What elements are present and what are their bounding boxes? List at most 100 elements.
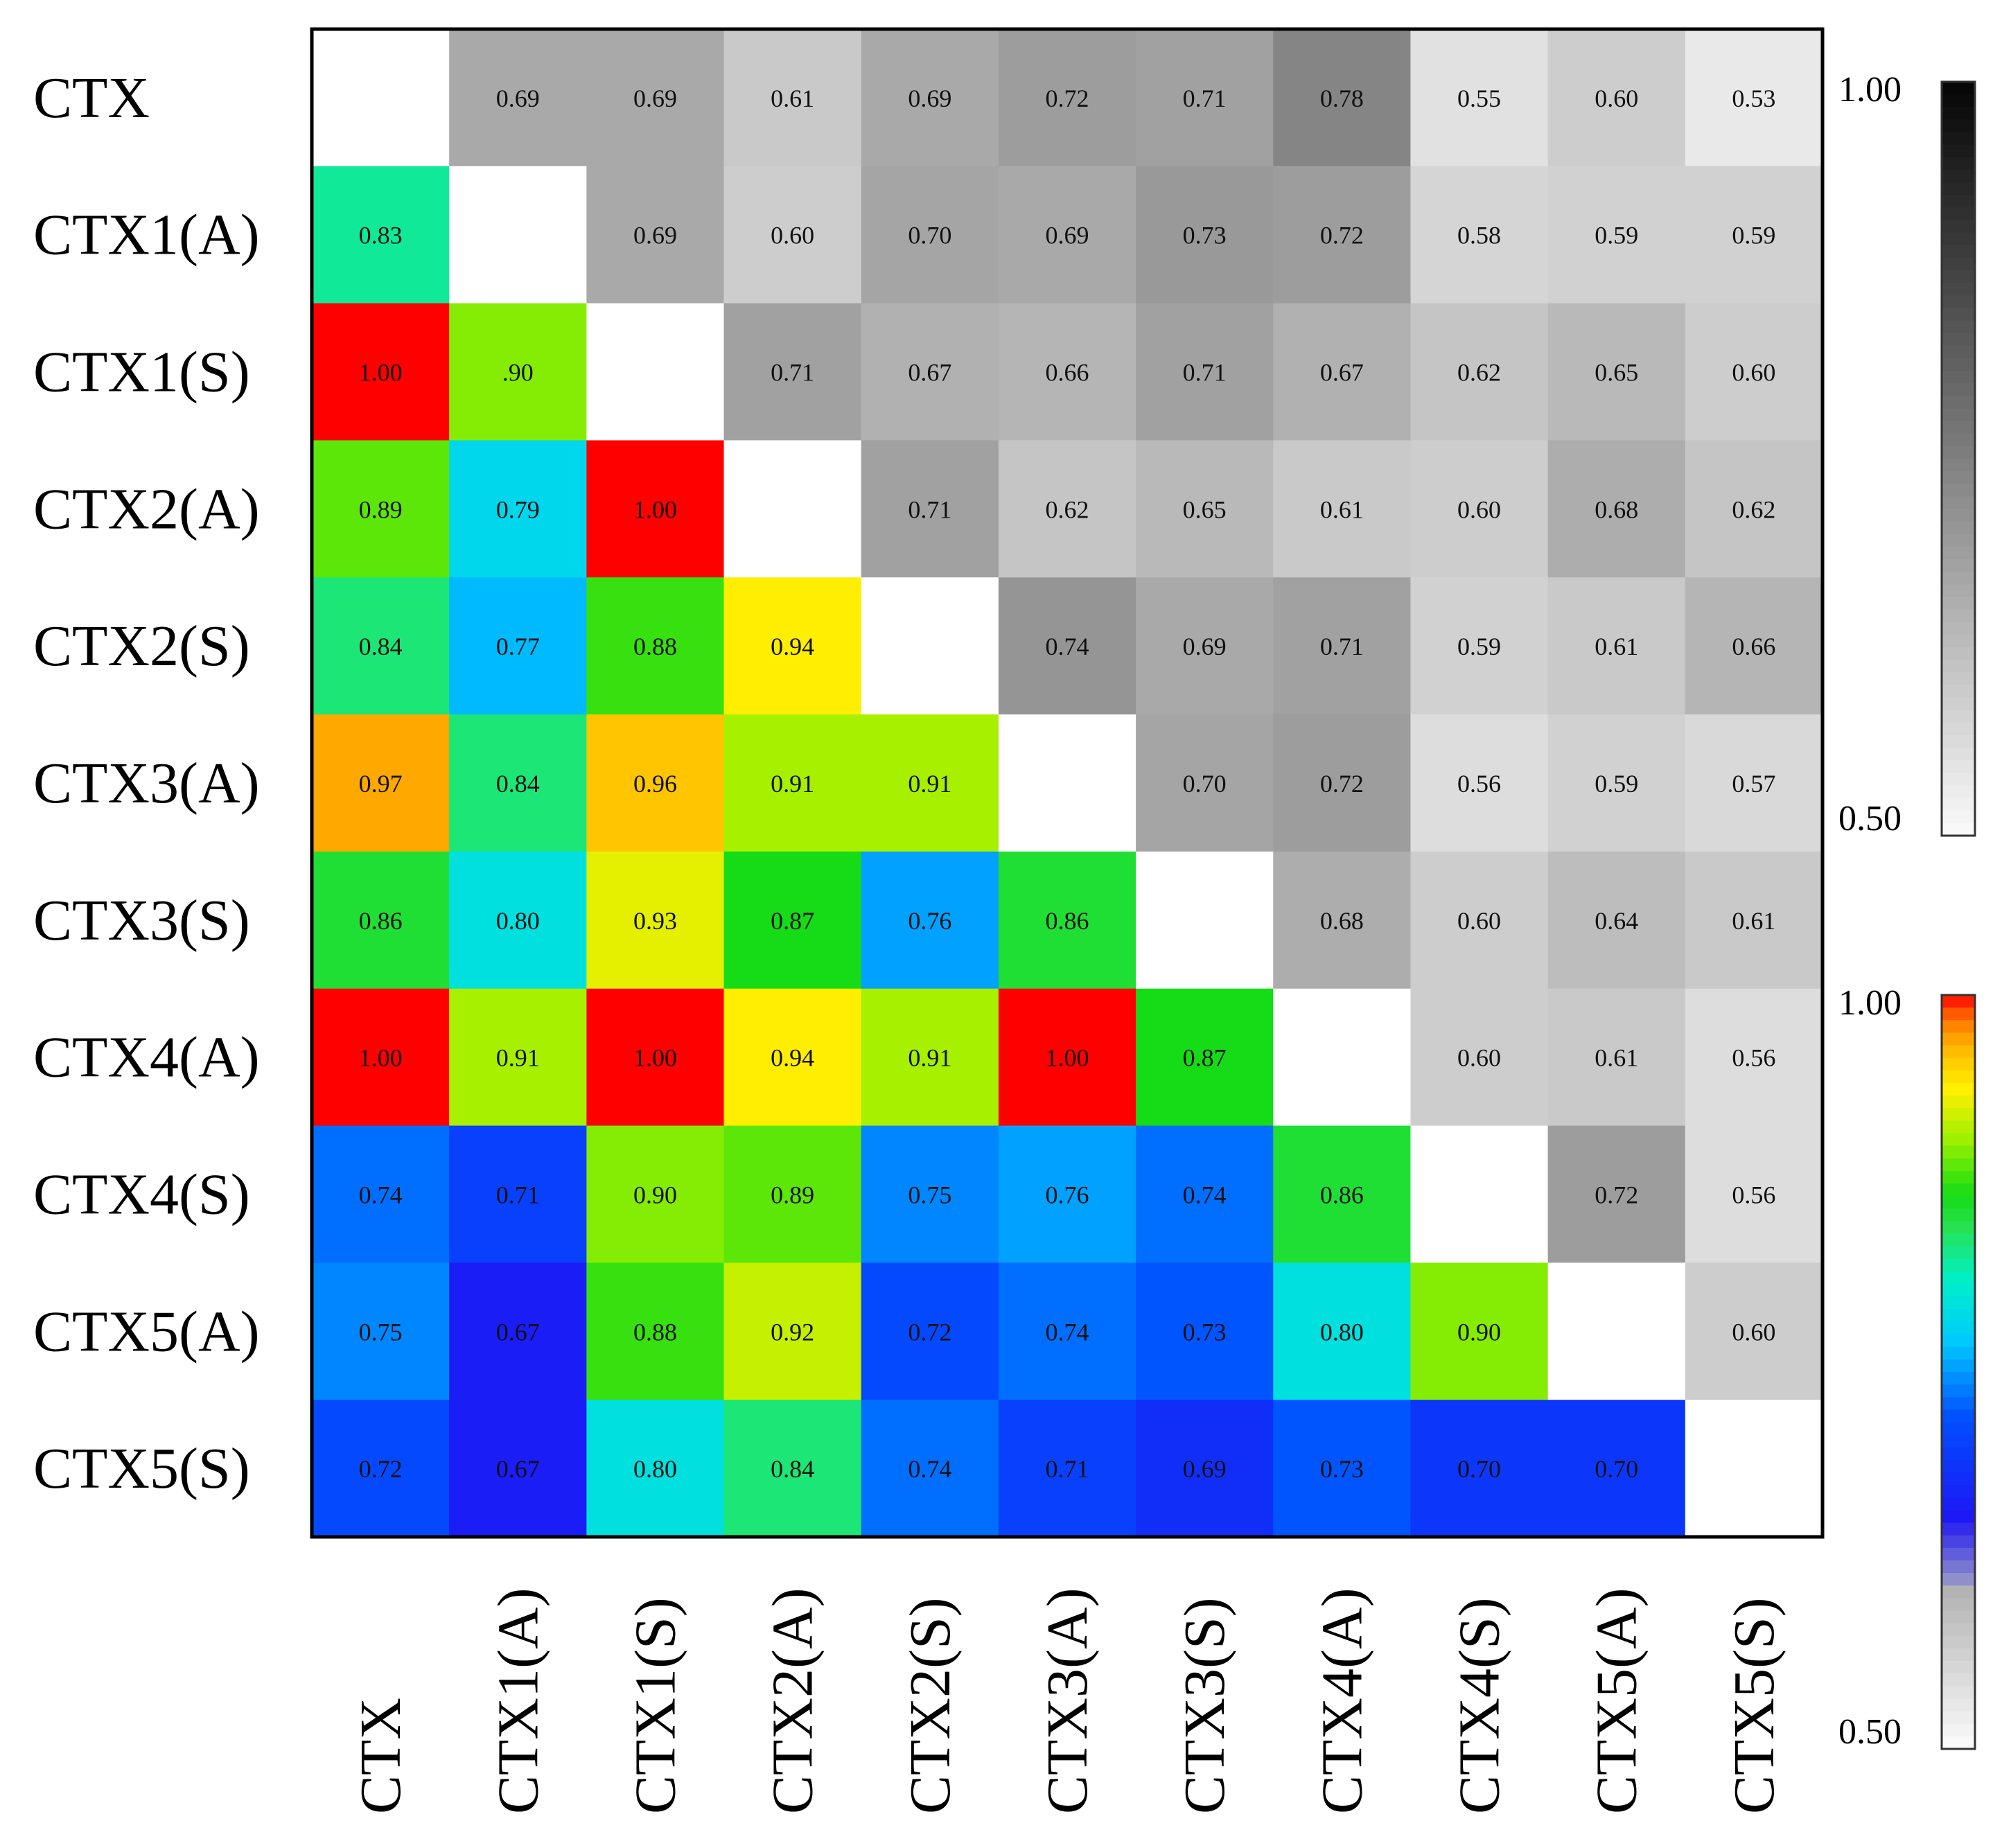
colorbar-segment (1942, 1409, 1975, 1423)
heatmap-cell (1547, 1262, 1686, 1400)
column-label: CTX2(A) (761, 1587, 825, 1814)
colorbar-segment (1942, 270, 1975, 283)
cell-value-label: 0.76 (908, 907, 951, 935)
heatmap-cell (1273, 851, 1412, 989)
column-label: CTX2(S) (898, 1597, 963, 1814)
cell-value-label: 0.65 (1595, 359, 1638, 387)
colorbar-segment (1942, 1095, 1975, 1109)
row-label: CTX4(S) (33, 1162, 250, 1226)
colorbar-segment (1942, 1610, 1975, 1624)
colorbar-segment (1942, 1648, 1975, 1662)
heatmap-cell (861, 988, 999, 1127)
colorbar-segment (1942, 1120, 1975, 1134)
colorbar-segment (1942, 1535, 1975, 1549)
colorbar-segment (1942, 1635, 1975, 1649)
colorbar-segment (1942, 371, 1975, 384)
cell-value-label: 0.86 (359, 907, 403, 935)
colorbar-segment (1942, 1422, 1975, 1436)
heatmap-cell (449, 714, 587, 852)
heatmap-cell (1136, 29, 1274, 167)
cell-value-label: 0.90 (1457, 1318, 1501, 1346)
colorbar-frame (1940, 80, 1976, 837)
cell-value-label: 0.91 (496, 1044, 540, 1072)
colorbar-segment (1942, 773, 1975, 786)
cell-value-label: 0.80 (633, 1455, 677, 1483)
cell-value-label: 0.94 (771, 1044, 814, 1072)
heatmap-cell (1136, 1262, 1274, 1400)
heatmap-cell (449, 1262, 587, 1400)
cell-value-label: 0.73 (1183, 1318, 1227, 1346)
heatmap-cell (1547, 1400, 1686, 1538)
cell-value-label: 1.00 (1046, 1044, 1089, 1072)
heatmap-cell (1273, 29, 1412, 167)
colorbar-segment (1942, 82, 1975, 95)
cell-value-label: 0.87 (771, 907, 814, 935)
heatmap-cell (998, 1125, 1136, 1263)
heatmap-cell (998, 440, 1136, 578)
heatmap-cell (312, 166, 450, 304)
heatmap-cell (1273, 166, 1412, 304)
cell-value-label: 0.56 (1732, 1181, 1775, 1208)
cell-value-label: 0.60 (1457, 1044, 1501, 1072)
cell-value-label: 0.60 (1595, 85, 1638, 112)
colorbar-segment (1942, 107, 1975, 120)
cell-value-label: 0.79 (496, 495, 540, 523)
heatmap-cell (586, 29, 725, 167)
colorbar-segment (1942, 760, 1975, 773)
colorbar-segment (1942, 1686, 1975, 1700)
colorbar-segment (1942, 1723, 1975, 1737)
row-label: CTX (33, 66, 150, 130)
heatmap-cell (998, 988, 1136, 1127)
heatmap-cell (723, 1400, 862, 1538)
colorbar-segment (1942, 245, 1975, 258)
column-label: CTX1(A) (486, 1587, 550, 1814)
cell-value-label: 0.94 (771, 633, 814, 660)
cell-value-label: 0.70 (1183, 770, 1227, 798)
cell-value-label: 0.71 (1183, 85, 1227, 112)
colorbar-segment (1942, 995, 1975, 1008)
colorbar-segment (1942, 1673, 1975, 1687)
cell-value-label: 0.68 (1595, 495, 1638, 523)
colorbar-segment (1942, 1384, 1975, 1398)
cell-value-label: 0.69 (1046, 222, 1089, 249)
colorbar-segment (1942, 572, 1975, 585)
heatmap-cell (312, 440, 450, 578)
heatmap-cell (1410, 1262, 1549, 1400)
heatmap-cell (312, 988, 450, 1127)
colorbar-segment (1942, 433, 1975, 447)
row-label: CTX2(S) (33, 614, 250, 678)
heatmap-cell (449, 166, 587, 304)
heatmap-cell (1547, 988, 1686, 1127)
colorbar-segment (1942, 1661, 1975, 1674)
colorbar-segment (1942, 345, 1975, 359)
cell-value-label: 1.00 (633, 495, 677, 523)
colorbar-segment (1942, 283, 1975, 296)
colorbar-segment (1942, 521, 1975, 535)
column-label: CTX5(A) (1585, 1587, 1649, 1814)
heatmap-cell (723, 303, 862, 441)
heatmap-cell (1136, 1400, 1274, 1538)
colorbar-segment (1942, 1221, 1975, 1235)
cell-value-label: 0.71 (771, 359, 814, 387)
cell-value-label: 0.71 (1183, 359, 1227, 387)
cell-value-label: 0.61 (1320, 495, 1364, 523)
heatmap-cell (1685, 29, 1823, 167)
colorbar-segment (1942, 1246, 1975, 1260)
heatmap-cell (861, 851, 999, 989)
cell-value-label: 0.59 (1457, 633, 1501, 660)
cell-value-label: 0.72 (1046, 85, 1089, 112)
colorbar-segment (1942, 459, 1975, 472)
heatmap-cell (312, 851, 450, 989)
heatmap-cell (586, 851, 725, 989)
colorbar-segment (1942, 697, 1975, 711)
cell-value-label: 0.69 (496, 85, 540, 112)
cell-value-label: 0.84 (496, 770, 540, 798)
heatmap-cell (312, 303, 450, 441)
heatmap-cell (1685, 714, 1823, 852)
cell-value-label: 0.69 (633, 85, 677, 112)
colorbar-segment (1942, 1560, 1975, 1574)
colorbar-segment (1942, 1334, 1975, 1348)
cell-value-label: 0.56 (1732, 1044, 1775, 1072)
heatmap-cell (1547, 166, 1686, 304)
heatmap-cell (1136, 714, 1274, 852)
